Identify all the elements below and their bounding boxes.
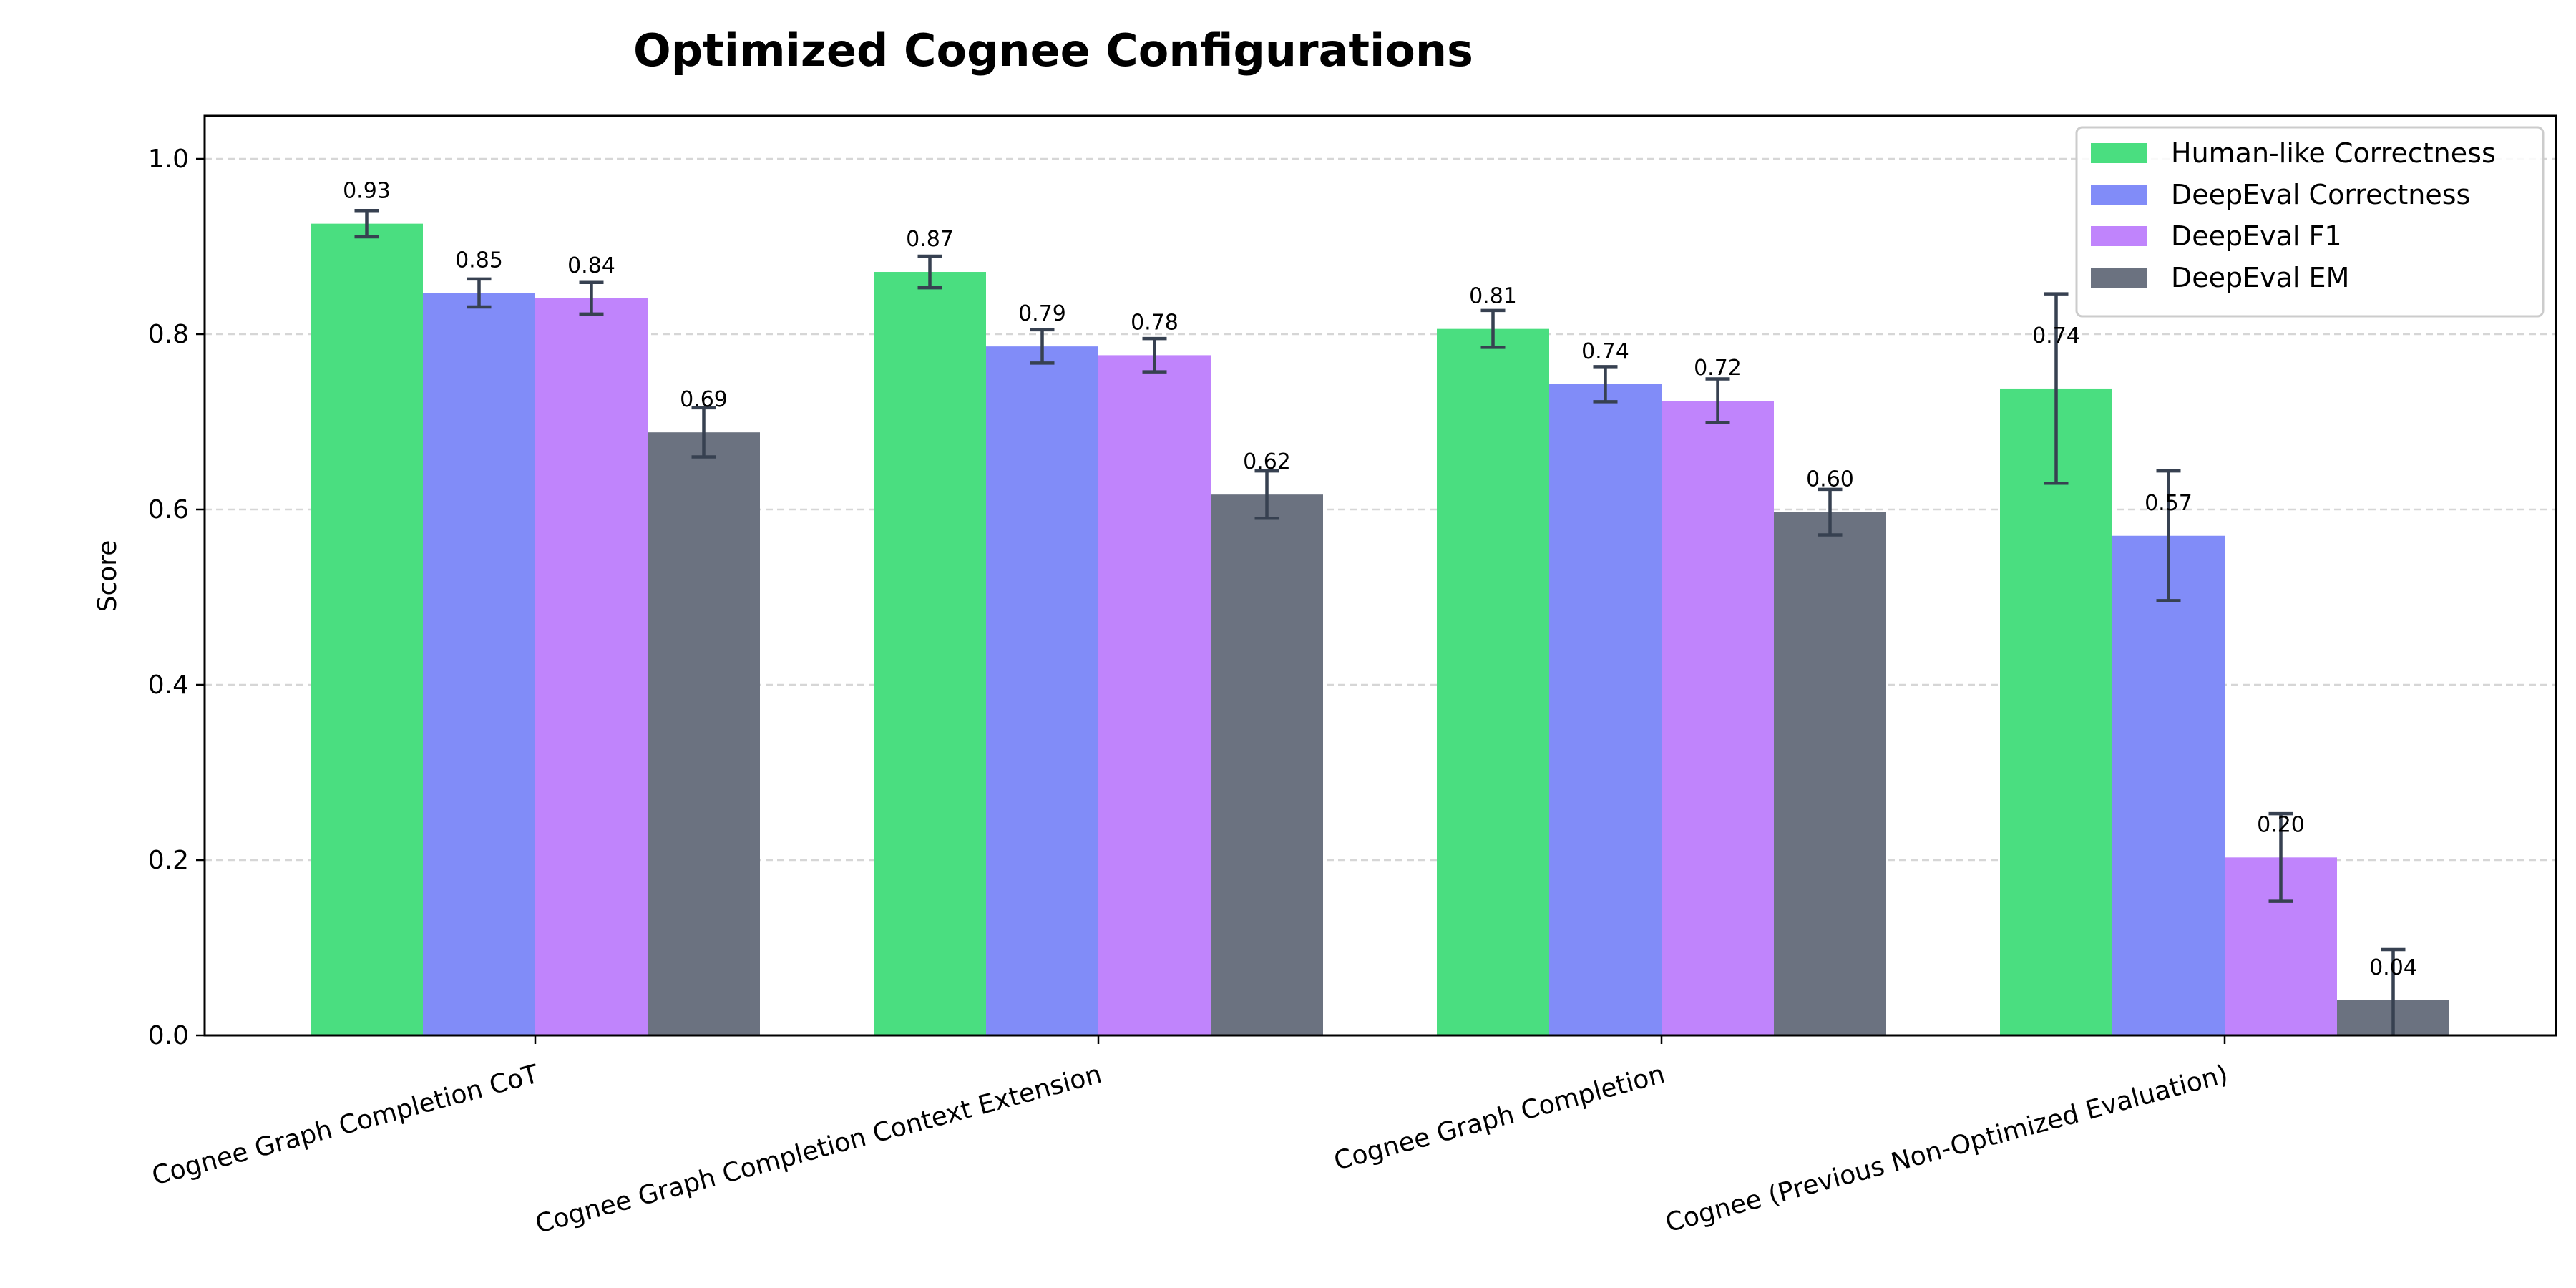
- error-bars: [354, 209, 2406, 1035]
- bar: [648, 432, 760, 1035]
- data-label: 0.60: [1806, 467, 1854, 492]
- data-label: 0.74: [2032, 323, 2080, 348]
- data-label: 0.57: [2145, 491, 2192, 516]
- y-tick-label: 0.2: [148, 846, 189, 875]
- x-tick-label: Cognee (Previous Non-Optimized Evaluatio…: [1662, 1060, 2231, 1239]
- bars: [311, 223, 2449, 1035]
- legend-swatch: [2091, 143, 2147, 163]
- bar: [1549, 384, 1662, 1035]
- x-tick-label: Cognee Graph Completion Context Extensio…: [532, 1060, 1105, 1239]
- legend-swatch: [2091, 185, 2147, 205]
- bar: [1662, 401, 1774, 1035]
- legend-label: DeepEval F1: [2171, 220, 2342, 252]
- data-label: 0.84: [567, 253, 615, 278]
- legend-swatch: [2091, 268, 2147, 288]
- data-label: 0.69: [680, 387, 728, 412]
- data-label: 0.62: [1243, 449, 1291, 474]
- bar: [874, 272, 986, 1035]
- legend: Human-like Correctness DeepEval Correctne…: [2075, 126, 2545, 318]
- data-labels: 0.93 0.87 0.81 0.74 0.85 0.79 0.74 0.57 0.84 0.78…: [343, 179, 2417, 980]
- y-tick-label: 0.0: [148, 1021, 189, 1050]
- legend-box: [2075, 126, 2545, 318]
- y-tick-label: 0.6: [148, 495, 189, 525]
- data-label: 0.81: [1469, 284, 1517, 309]
- bar: [2000, 388, 2112, 1035]
- bar: [1211, 494, 1323, 1035]
- data-label: 0.04: [2369, 955, 2417, 980]
- plot-frame: [203, 114, 2557, 1037]
- bar: [423, 293, 535, 1035]
- data-label: 0.85: [455, 248, 503, 273]
- data-label: 0.78: [1131, 310, 1179, 335]
- data-label: 0.79: [1018, 301, 1066, 326]
- bar: [1437, 328, 1549, 1035]
- y-axis-label: Score: [93, 540, 122, 613]
- legend-swatch: [2091, 226, 2147, 246]
- legend-label: Human-like Correctness: [2171, 137, 2496, 169]
- y-axis: 0.0 0.2 0.4 0.6 0.8 1.0: [148, 145, 205, 1050]
- data-label: 0.72: [1694, 356, 1742, 381]
- legend-label: DeepEval EM: [2171, 262, 2349, 293]
- x-tick-label: Cognee Graph Completion CoT: [149, 1060, 542, 1191]
- legend-label: DeepEval Correctness: [2171, 179, 2470, 210]
- bar: [986, 346, 1098, 1035]
- y-tick-label: 1.0: [148, 145, 189, 174]
- bar: [2112, 535, 2225, 1035]
- bar: [1098, 355, 1211, 1035]
- bar: [311, 223, 423, 1035]
- data-label: 0.93: [343, 179, 391, 204]
- y-tick-label: 0.4: [148, 670, 189, 700]
- y-tick-label: 0.8: [148, 320, 189, 349]
- data-label: 0.74: [1581, 339, 1629, 364]
- bar: [1774, 512, 1886, 1035]
- chart-title: Optimized Cognee Configurations: [633, 24, 1473, 77]
- x-tick-label: Cognee Graph Completion: [1331, 1060, 1668, 1176]
- data-label: 0.20: [2257, 812, 2305, 837]
- data-label: 0.87: [906, 227, 954, 252]
- bar: [535, 298, 648, 1035]
